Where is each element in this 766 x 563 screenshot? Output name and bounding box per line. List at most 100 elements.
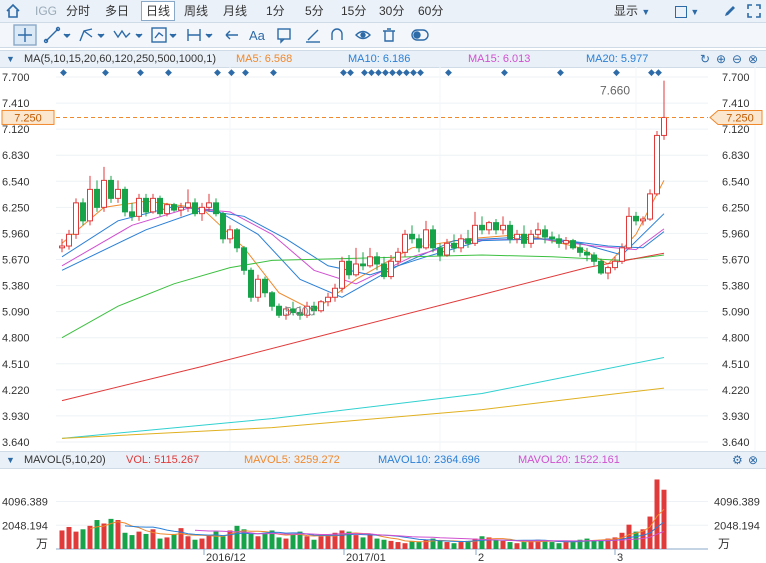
- price-chart[interactable]: 7.700 7.700 7.410 7.410 7.120 7.120 6.830 6.830…: [0, 67, 766, 452]
- candle: [633, 211, 639, 226]
- candle-body: [248, 269, 254, 298]
- volume-bar: [640, 529, 646, 549]
- candle-body: [290, 308, 296, 314]
- tab-daily[interactable]: 日线: [141, 1, 176, 21]
- candle-body: [178, 206, 184, 211]
- volume-bar: [381, 539, 387, 549]
- y-tick-label-left: 7.410: [2, 98, 30, 110]
- period-toolbar: IGG 分时 多日 日线 周线 月线 1分 5分 15分 30分 60分 显示 …: [0, 0, 766, 23]
- volume-bar: [185, 536, 191, 549]
- candle: [563, 237, 569, 250]
- volume-bar: [325, 535, 331, 549]
- volume-bar: [486, 537, 492, 549]
- candle: [584, 247, 590, 262]
- eye-icon[interactable]: [355, 30, 371, 40]
- tab-30min[interactable]: 30分: [379, 4, 405, 18]
- event-marker: ◆: [389, 67, 396, 77]
- comment-icon[interactable]: [277, 28, 291, 44]
- text-tool[interactable]: Aa: [249, 28, 266, 43]
- tab-60min[interactable]: 60分: [418, 4, 444, 18]
- volume-bar: [80, 529, 86, 549]
- ma-line-ma500: [61, 387, 665, 439]
- tab-5min[interactable]: 5分: [305, 4, 324, 18]
- candle-body: [514, 233, 520, 240]
- candle-body: [360, 263, 366, 267]
- checkbox-menu[interactable]: ▼: [673, 3, 701, 19]
- event-marker: ◆: [214, 67, 221, 77]
- y-tick-label-left: 4096.389: [2, 497, 48, 509]
- candle: [619, 243, 625, 264]
- ma-label[interactable]: MA(5,10,15,20,60,120,250,500,1000,1): [24, 53, 217, 65]
- collapse-icon[interactable]: ▼: [6, 455, 15, 465]
- y-tick-label-right: 3.640: [722, 437, 750, 449]
- mavol-label[interactable]: MAVOL(5,10,20): [24, 454, 106, 466]
- collapse-icon[interactable]: ▼: [6, 54, 15, 64]
- candle: [444, 238, 450, 257]
- candle-body: [262, 278, 268, 294]
- candle: [493, 219, 499, 235]
- toggle-icon[interactable]: [411, 29, 429, 41]
- wave-icon[interactable]: [113, 29, 131, 39]
- candle: [577, 243, 583, 257]
- price-indicator-header: ▼ MA(5,10,15,20,60,120,250,500,1000,1) M…: [0, 50, 766, 68]
- trash-icon[interactable]: [383, 28, 395, 42]
- display-menu[interactable]: 显示 ▼: [612, 3, 652, 19]
- volume-bar: [528, 540, 534, 549]
- tab-monthly[interactable]: 月线: [223, 4, 248, 18]
- current-price-left: 7.250: [14, 112, 42, 124]
- chevron-down-icon[interactable]: [97, 33, 105, 38]
- undo-icon[interactable]: [225, 30, 238, 40]
- candle-body: [395, 251, 401, 262]
- measure-icon[interactable]: [187, 29, 201, 41]
- chevron-down-icon[interactable]: [205, 33, 213, 38]
- tab-weekly[interactable]: 周线: [184, 4, 209, 18]
- magnet-icon[interactable]: [331, 28, 343, 40]
- candle: [185, 189, 191, 212]
- frame-icon[interactable]: [151, 27, 167, 43]
- pen-icon[interactable]: [722, 3, 738, 22]
- volume-bar: [206, 535, 212, 549]
- candle: [416, 234, 422, 253]
- candle-body: [388, 260, 394, 278]
- refresh-icon[interactable]: ↻: [700, 52, 711, 66]
- fullscreen-icon[interactable]: [746, 3, 762, 22]
- tab-minute[interactable]: 分时: [66, 4, 91, 18]
- tab-1min[interactable]: 1分: [266, 4, 285, 18]
- candle-body: [206, 202, 212, 208]
- tab-15min[interactable]: 15分: [341, 4, 367, 18]
- crosshair-icon[interactable]: [13, 24, 37, 46]
- volume-bar: [213, 531, 219, 549]
- chevron-down-icon[interactable]: [135, 33, 143, 38]
- event-marker: ◆: [410, 67, 417, 77]
- candle: [367, 247, 373, 268]
- zoom-in-icon[interactable]: ⊕: [716, 52, 727, 66]
- current-price-tag-left: 7.250: [1, 109, 55, 125]
- candle-body: [101, 179, 107, 208]
- tab-multi-day[interactable]: 多日: [105, 4, 130, 18]
- pen-icon[interactable]: [306, 29, 320, 43]
- candle: [346, 255, 352, 280]
- home-icon[interactable]: [5, 3, 21, 19]
- volume-bar: [493, 539, 499, 549]
- candle-body: [192, 202, 198, 215]
- zoom-out-icon[interactable]: ⊖: [732, 52, 743, 66]
- candle: [164, 202, 170, 217]
- chevron-down-icon[interactable]: [63, 33, 71, 38]
- volume-chart[interactable]: 4096.389 4096.389 2048.194 2048.194 万 万 201…: [0, 468, 766, 563]
- ma10-value: MA10: 6.186: [348, 53, 411, 65]
- high-price-label: 7.660: [600, 84, 630, 98]
- close-icon[interactable]: ⊗: [748, 453, 759, 467]
- candle-body: [661, 116, 667, 136]
- mavol10-value: MAVOL10: 2364.696: [378, 454, 480, 466]
- volume-bar: [353, 535, 359, 549]
- polyline-icon[interactable]: [79, 28, 93, 42]
- vol-value: VOL: 5115.267: [126, 454, 200, 466]
- chevron-down-icon[interactable]: [169, 33, 177, 38]
- line-icon[interactable]: [43, 26, 61, 44]
- close-icon[interactable]: ⊗: [748, 52, 759, 66]
- y-tick-label-right: 5.960: [722, 228, 750, 240]
- volume-bar: [563, 542, 569, 549]
- settings-icon[interactable]: ⚙: [732, 453, 743, 467]
- ma5-value: MA5: 6.568: [236, 53, 293, 65]
- volume-bar: [87, 525, 93, 549]
